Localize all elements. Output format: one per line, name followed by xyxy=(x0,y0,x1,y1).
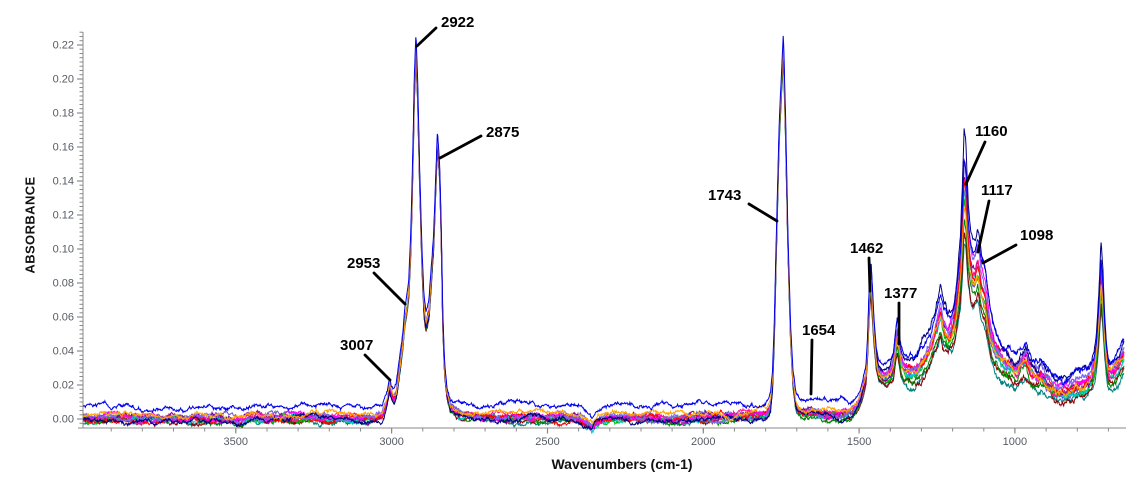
trace-orange xyxy=(83,47,1125,425)
trace-red xyxy=(83,50,1125,429)
x-tick-label: 3500 xyxy=(224,436,248,448)
y-tick-label: 0.10 xyxy=(53,244,74,256)
peak-label: 3007 xyxy=(340,337,373,354)
axes xyxy=(77,31,1126,434)
trace-lime xyxy=(83,44,1125,429)
peak-leader-line xyxy=(747,202,779,223)
y-tick-label: 0.14 xyxy=(53,176,74,188)
peak-label: 1160 xyxy=(975,123,1008,140)
peak-annotation-1462: 1462 xyxy=(850,240,883,293)
y-tick-label: 0.20 xyxy=(53,74,74,86)
peak-label: 1098 xyxy=(1020,227,1053,244)
peak-annotation-2953: 2953 xyxy=(347,255,407,306)
peak-leader-line xyxy=(964,140,987,186)
peak-leader-line xyxy=(976,199,991,254)
peak-annotations: 2922 2875 2953 3007 1743 1654 1462 1377 1160 1117… xyxy=(340,14,1053,396)
y-tick-label: 0.12 xyxy=(53,210,74,222)
peak-annotation-1743: 1743 xyxy=(708,187,779,223)
peak-annotation-2922: 2922 xyxy=(415,14,474,48)
trace-blue xyxy=(82,35,1125,419)
x-tick-label: 1000 xyxy=(1003,436,1027,448)
trace-navy xyxy=(83,47,1125,431)
peak-label: 1462 xyxy=(850,240,883,257)
peak-label: 1743 xyxy=(708,187,741,204)
y-tick-label: 0.08 xyxy=(53,278,74,290)
peak-annotation-1654: 1654 xyxy=(802,322,836,396)
peak-label: 1377 xyxy=(884,285,917,302)
x-tick-label: 3000 xyxy=(379,436,403,448)
peak-label: 2922 xyxy=(441,14,474,31)
peak-leader-line xyxy=(372,271,407,306)
y-tick-label: 0.00 xyxy=(53,414,74,426)
x-tick-label: 1500 xyxy=(847,436,871,448)
trace-teal xyxy=(83,57,1125,429)
peak-label: 2875 xyxy=(486,124,519,141)
y-tick-label: 0.04 xyxy=(53,346,74,358)
peak-annotation-1098: 1098 xyxy=(981,227,1053,265)
spectra-traces xyxy=(82,35,1125,435)
peak-annotation-1160: 1160 xyxy=(964,123,1008,186)
peak-label: 1654 xyxy=(802,322,836,339)
tick-labels: 0.00 0.02 0.04 0.06 0.08 0.10 0.12 0.14 0.16 0.18… xyxy=(53,40,1028,449)
y-axis-title: ABSORBANCE xyxy=(22,176,38,274)
peak-leader-line xyxy=(867,256,872,293)
peak-annotation-1117: 1117 xyxy=(976,182,1013,254)
x-tick-label: 2000 xyxy=(691,436,715,448)
peak-leader-line xyxy=(981,243,1018,265)
peak-leader-line xyxy=(363,353,392,382)
y-tick-label: 0.18 xyxy=(53,108,74,120)
peak-annotation-3007: 3007 xyxy=(340,337,392,382)
peak-label: 1117 xyxy=(981,182,1013,199)
y-tick-label: 0.22 xyxy=(53,40,74,52)
x-axis-title: Wavenumbers (cm-1) xyxy=(551,456,693,472)
peak-annotation-2875: 2875 xyxy=(438,124,519,160)
peak-leader-line xyxy=(809,338,814,396)
trace-slateblue xyxy=(82,47,1125,429)
peak-annotation-1377: 1377 xyxy=(884,285,917,346)
y-tick-label: 0.06 xyxy=(53,312,74,324)
y-tick-label: 0.02 xyxy=(53,380,74,392)
y-tick-label: 0.16 xyxy=(53,142,74,154)
peak-label: 2953 xyxy=(347,255,380,272)
x-tick-label: 2500 xyxy=(535,436,559,448)
peak-leader-line xyxy=(438,134,483,160)
peak-leader-line xyxy=(415,26,438,48)
